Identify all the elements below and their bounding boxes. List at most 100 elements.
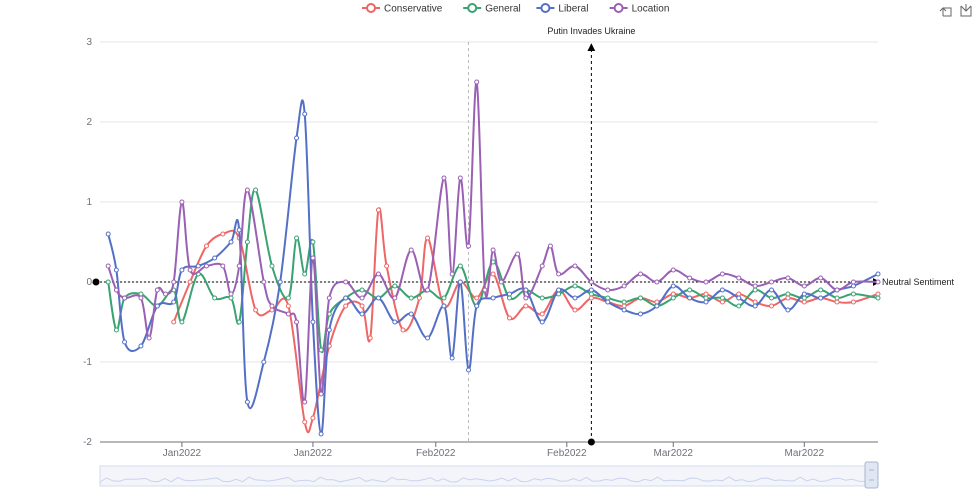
data-point[interactable] — [834, 287, 840, 293]
data-point[interactable] — [785, 307, 791, 313]
data-point[interactable] — [457, 175, 463, 181]
data-point[interactable] — [400, 327, 406, 333]
data-point[interactable] — [261, 359, 267, 365]
data-point[interactable] — [318, 431, 324, 437]
data-point[interactable] — [302, 399, 308, 405]
data-point[interactable] — [425, 335, 431, 341]
data-point[interactable] — [343, 295, 349, 301]
data-point[interactable] — [105, 231, 111, 237]
data-point[interactable] — [687, 287, 693, 293]
data-point[interactable] — [875, 291, 881, 297]
data-point[interactable] — [359, 311, 365, 317]
data-point[interactable] — [171, 299, 177, 305]
data-point[interactable] — [703, 295, 709, 301]
data-point[interactable] — [228, 239, 234, 245]
data-zoom-handle[interactable] — [864, 461, 879, 489]
data-point[interactable] — [506, 295, 512, 301]
data-point[interactable] — [850, 283, 856, 289]
data-point[interactable] — [343, 279, 349, 285]
data-point[interactable] — [719, 299, 725, 305]
legend[interactable]: Conservative General Liberal Location — [362, 3, 670, 15]
data-point[interactable] — [539, 295, 545, 301]
data-point[interactable] — [294, 319, 300, 325]
data-point[interactable] — [302, 271, 308, 277]
data-point[interactable] — [850, 291, 856, 297]
data-point[interactable] — [441, 295, 447, 301]
data-point[interactable] — [850, 279, 856, 285]
data-point[interactable] — [572, 283, 578, 289]
series-lines[interactable] — [105, 79, 881, 437]
legend-item-general[interactable]: General — [463, 3, 521, 15]
data-point[interactable] — [105, 263, 111, 269]
data-point[interactable] — [539, 311, 545, 317]
data-point[interactable] — [285, 303, 291, 309]
data-point[interactable] — [752, 287, 758, 293]
data-point[interactable] — [752, 303, 758, 309]
data-point[interactable] — [769, 303, 775, 309]
data-point[interactable] — [310, 239, 316, 245]
data-point[interactable] — [474, 79, 480, 85]
data-point[interactable] — [277, 279, 283, 285]
data-point[interactable] — [506, 315, 512, 321]
legend-item-location[interactable]: Location — [609, 3, 670, 15]
data-point[interactable] — [588, 287, 594, 293]
data-point[interactable] — [425, 287, 431, 293]
data-point[interactable] — [703, 279, 709, 285]
data-point[interactable] — [122, 339, 128, 345]
data-point[interactable] — [244, 239, 250, 245]
data-point[interactable] — [752, 283, 758, 289]
data-point[interactable] — [449, 271, 455, 277]
data-point[interactable] — [769, 279, 775, 285]
data-point[interactable] — [163, 291, 169, 297]
data-point[interactable] — [875, 295, 881, 301]
data-point[interactable] — [269, 303, 275, 309]
data-point[interactable] — [302, 111, 308, 117]
data-point[interactable] — [441, 175, 447, 181]
data-point[interactable] — [523, 295, 529, 301]
data-point[interactable] — [801, 291, 807, 297]
data-point[interactable] — [285, 311, 291, 317]
data-point[interactable] — [834, 299, 840, 305]
data-point[interactable] — [122, 295, 128, 301]
data-point[interactable] — [556, 271, 562, 277]
data-point[interactable] — [605, 299, 611, 305]
data-point[interactable] — [212, 255, 218, 261]
data-point[interactable] — [154, 287, 160, 293]
data-point[interactable] — [326, 295, 332, 301]
data-point[interactable] — [654, 279, 660, 285]
data-point[interactable] — [785, 275, 791, 281]
restore-icon[interactable] — [939, 7, 952, 17]
data-point[interactable] — [187, 267, 193, 273]
data-point[interactable] — [687, 295, 693, 301]
data-point[interactable] — [801, 299, 807, 305]
data-point[interactable] — [441, 303, 447, 309]
data-point[interactable] — [113, 287, 119, 293]
data-point[interactable] — [588, 279, 594, 285]
data-point[interactable] — [556, 287, 562, 293]
data-point[interactable] — [818, 295, 824, 301]
data-point[interactable] — [179, 267, 185, 273]
data-point[interactable] — [572, 307, 578, 313]
data-point[interactable] — [466, 367, 472, 373]
data-point[interactable] — [179, 319, 185, 325]
data-zoom-slider[interactable] — [99, 461, 879, 489]
data-point[interactable] — [588, 291, 594, 297]
data-point[interactable] — [375, 271, 381, 277]
data-point[interactable] — [572, 295, 578, 301]
legend-item-conservative[interactable]: Conservative — [362, 3, 443, 15]
data-point[interactable] — [572, 263, 578, 269]
data-point[interactable] — [236, 263, 242, 269]
data-point[interactable] — [220, 263, 226, 269]
data-point[interactable] — [719, 295, 725, 301]
data-point[interactable] — [457, 263, 463, 269]
data-point[interactable] — [736, 291, 742, 297]
data-point[interactable] — [638, 311, 644, 317]
series-conservative[interactable] — [171, 207, 881, 434]
data-point[interactable] — [818, 275, 824, 281]
data-point[interactable] — [490, 271, 496, 277]
data-point[interactable] — [236, 319, 242, 325]
data-point[interactable] — [171, 319, 177, 325]
data-point[interactable] — [220, 231, 226, 237]
series-line-location[interactable] — [107, 80, 879, 404]
data-point[interactable] — [375, 207, 381, 213]
